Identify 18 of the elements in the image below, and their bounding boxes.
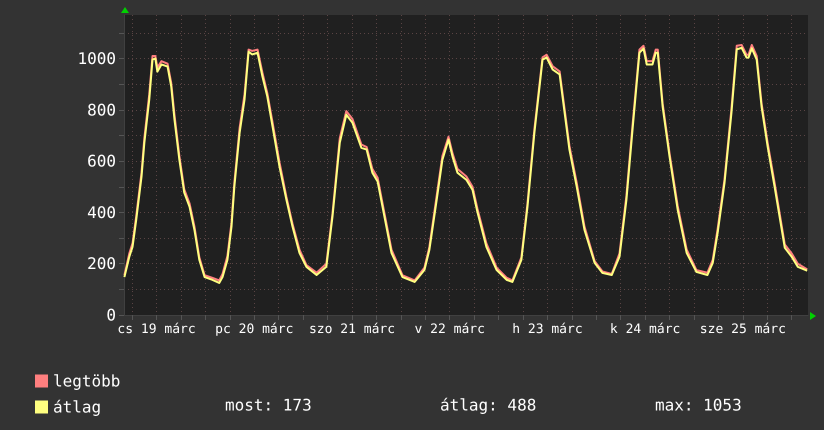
x-tick-label: szo 21 márc <box>308 322 396 337</box>
x-tick-label: v 22 márc <box>414 322 485 337</box>
y-tick-label: 1000 <box>77 49 116 68</box>
y-tick-label: 200 <box>87 254 116 274</box>
x-tick-label: h 23 márc <box>512 322 583 337</box>
legend-label: átlag <box>53 398 102 416</box>
x-tick-label: cs 19 márc <box>117 322 196 337</box>
y-tick-label: 800 <box>87 100 116 120</box>
y-tick-label: 0 <box>106 306 116 324</box>
text: átlag: 488 <box>440 396 536 414</box>
text: max: 1053 <box>655 396 742 414</box>
x-tick-label: k 24 márc <box>610 322 680 337</box>
x-tick-label: pc 20 márc <box>215 322 294 337</box>
y-tick-label: 400 <box>87 202 116 222</box>
legend-label: legtöbb <box>53 372 120 390</box>
y-tick-label: 600 <box>87 152 116 171</box>
text: most: 173 <box>225 396 312 414</box>
x-tick-label: sze 25 márc <box>700 322 786 337</box>
